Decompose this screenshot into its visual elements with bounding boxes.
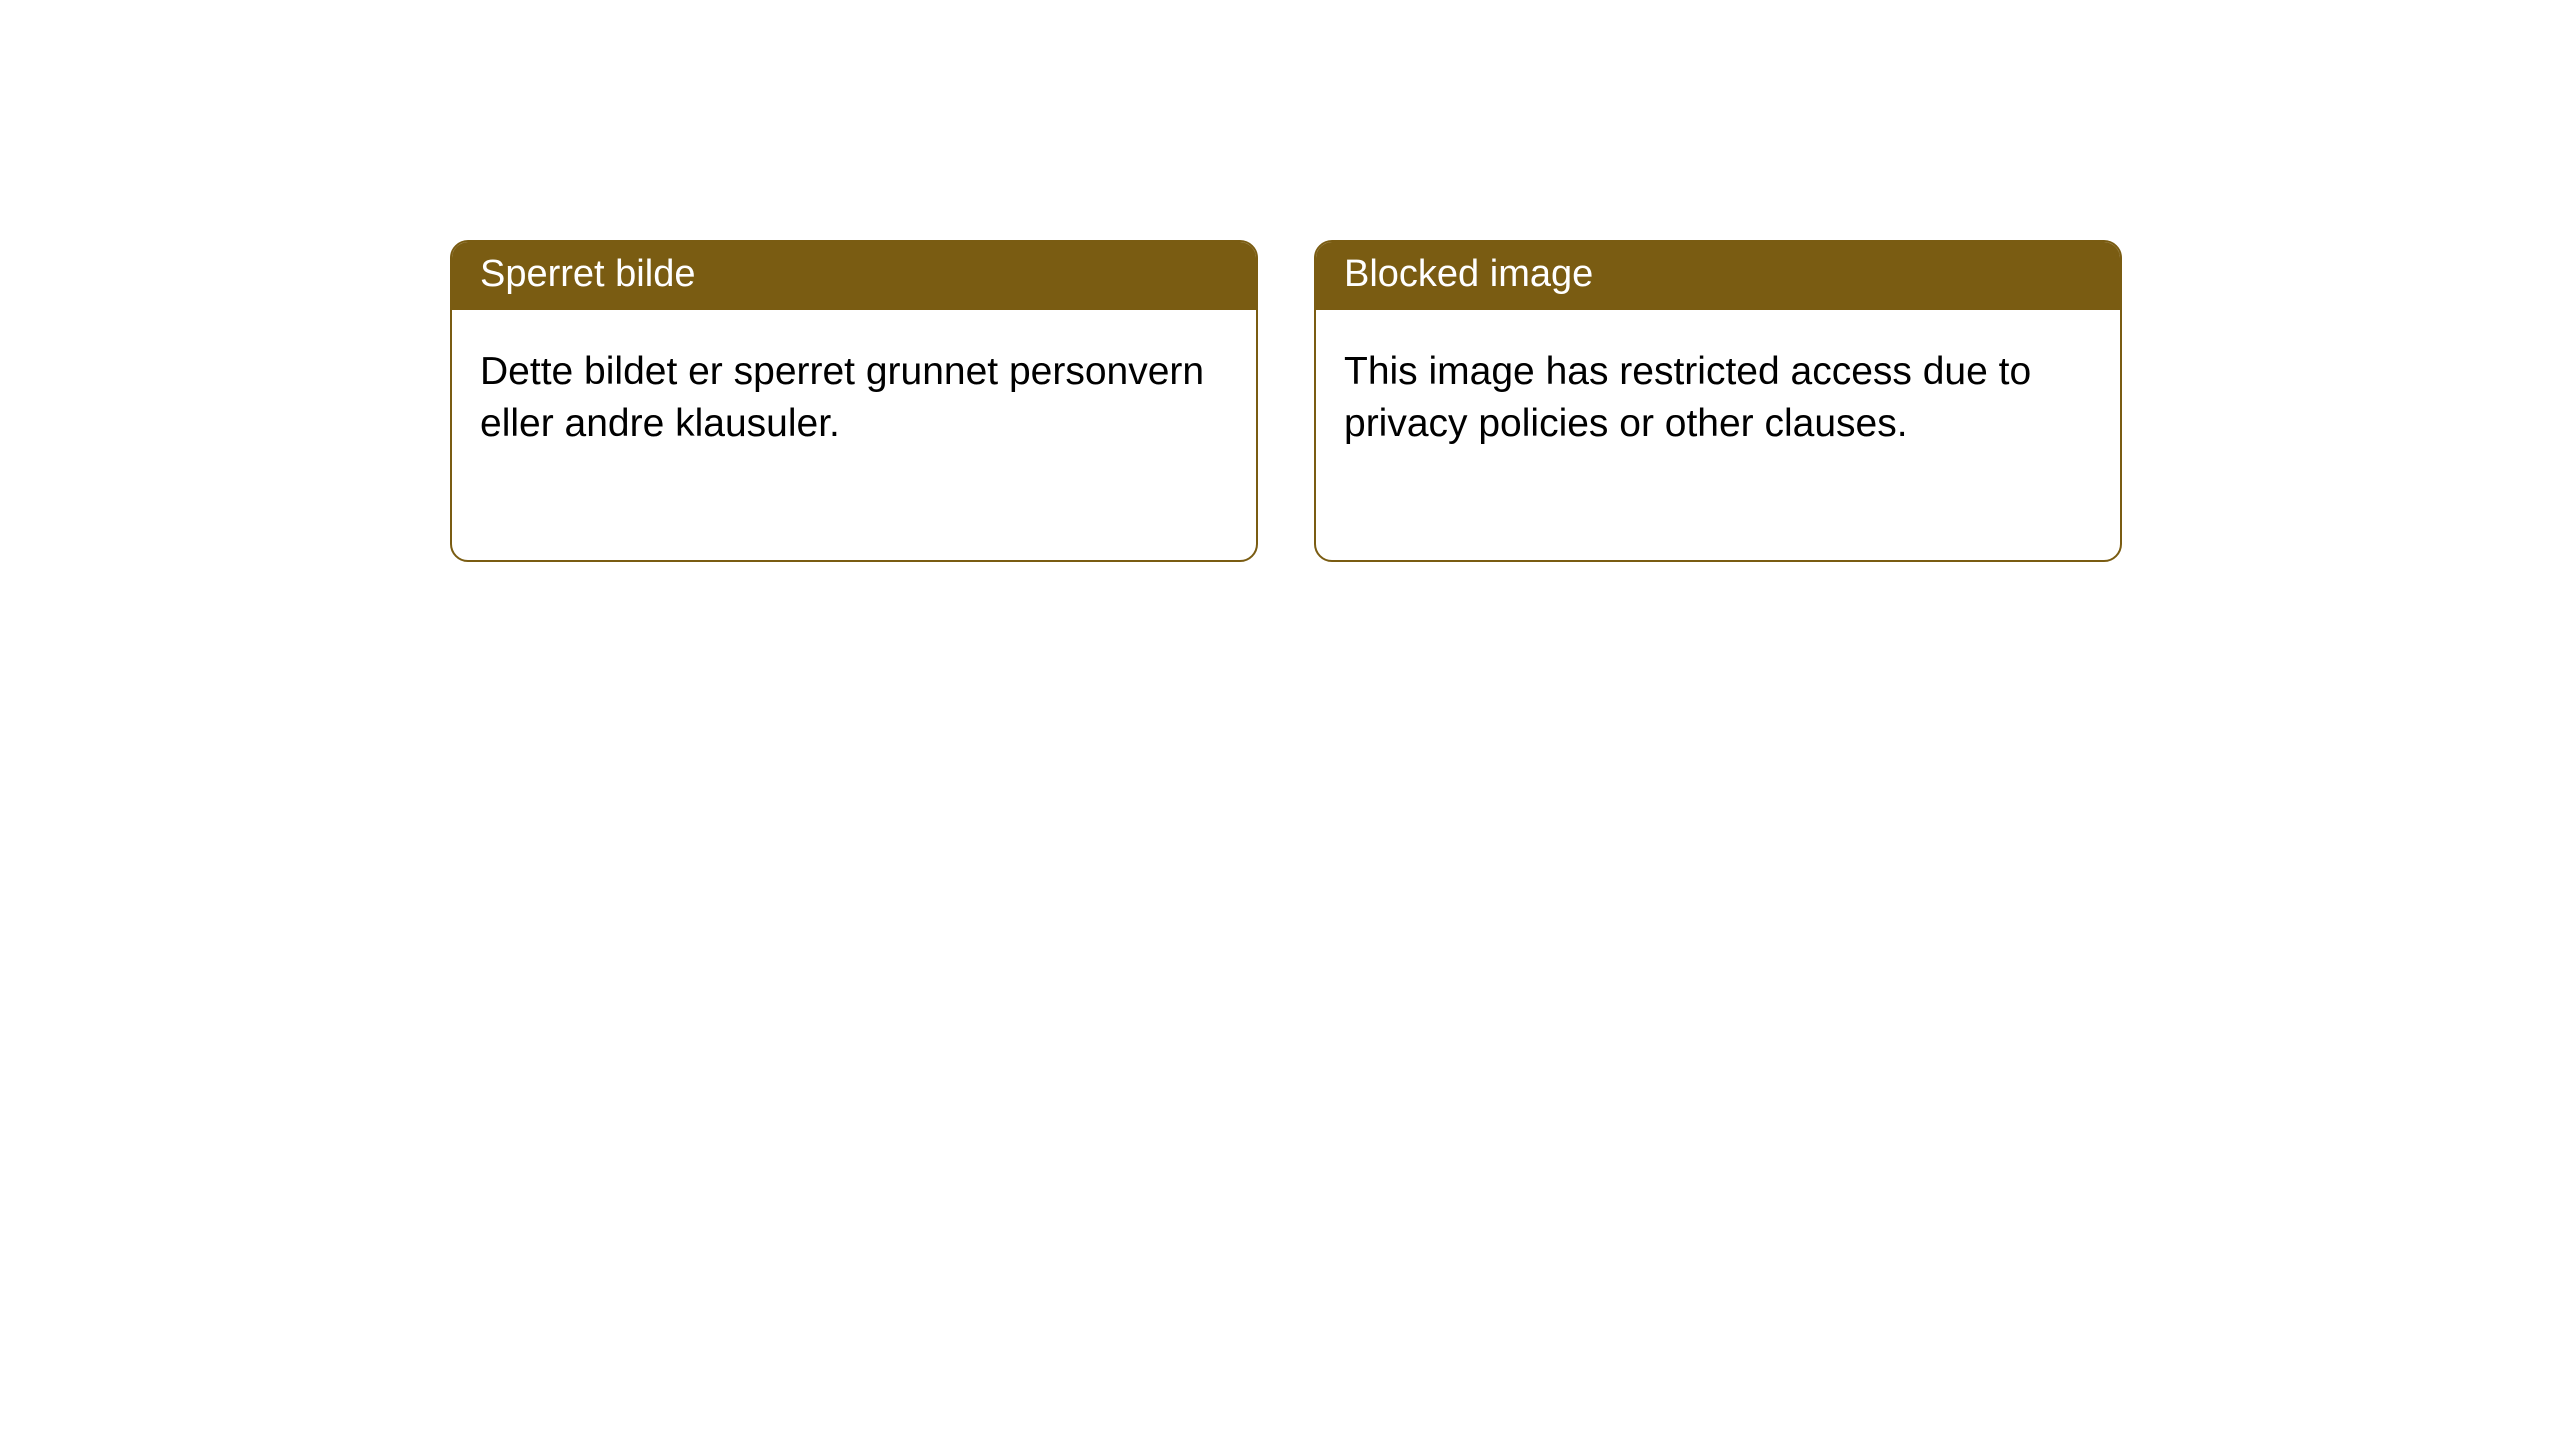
notice-header: Sperret bilde (452, 242, 1256, 310)
notice-body: This image has restricted access due to … (1316, 310, 2120, 560)
notice-body: Dette bildet er sperret grunnet personve… (452, 310, 1256, 560)
notice-header: Blocked image (1316, 242, 2120, 310)
notice-card-norwegian: Sperret bilde Dette bildet er sperret gr… (450, 240, 1258, 562)
notice-card-english: Blocked image This image has restricted … (1314, 240, 2122, 562)
notice-container: Sperret bilde Dette bildet er sperret gr… (450, 240, 2122, 562)
